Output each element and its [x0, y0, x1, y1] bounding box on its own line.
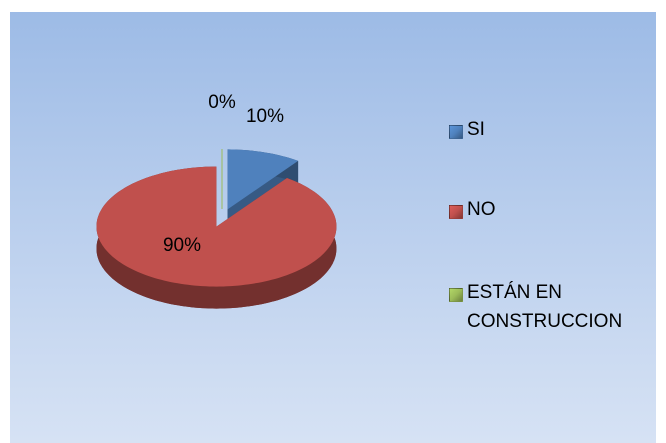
slice [227, 149, 299, 210]
legend-item: ESTÁN EN CONSTRUCCION [447, 282, 627, 336]
legend-swatch [449, 205, 463, 219]
slice [96, 166, 337, 309]
legend-item: NO [447, 199, 627, 224]
data-label: 10% [246, 106, 284, 127]
legend-swatch [449, 125, 463, 139]
legend-label: ESTÁN EN CONSTRUCCION [467, 282, 623, 332]
legend-swatch [449, 288, 463, 302]
data-label: 90% [163, 235, 201, 256]
slice [96, 166, 337, 287]
data-label: 0% [208, 92, 236, 113]
legend-label: NO [467, 199, 496, 220]
legend-item: SI [447, 119, 627, 144]
legend-label: SI [467, 119, 485, 140]
